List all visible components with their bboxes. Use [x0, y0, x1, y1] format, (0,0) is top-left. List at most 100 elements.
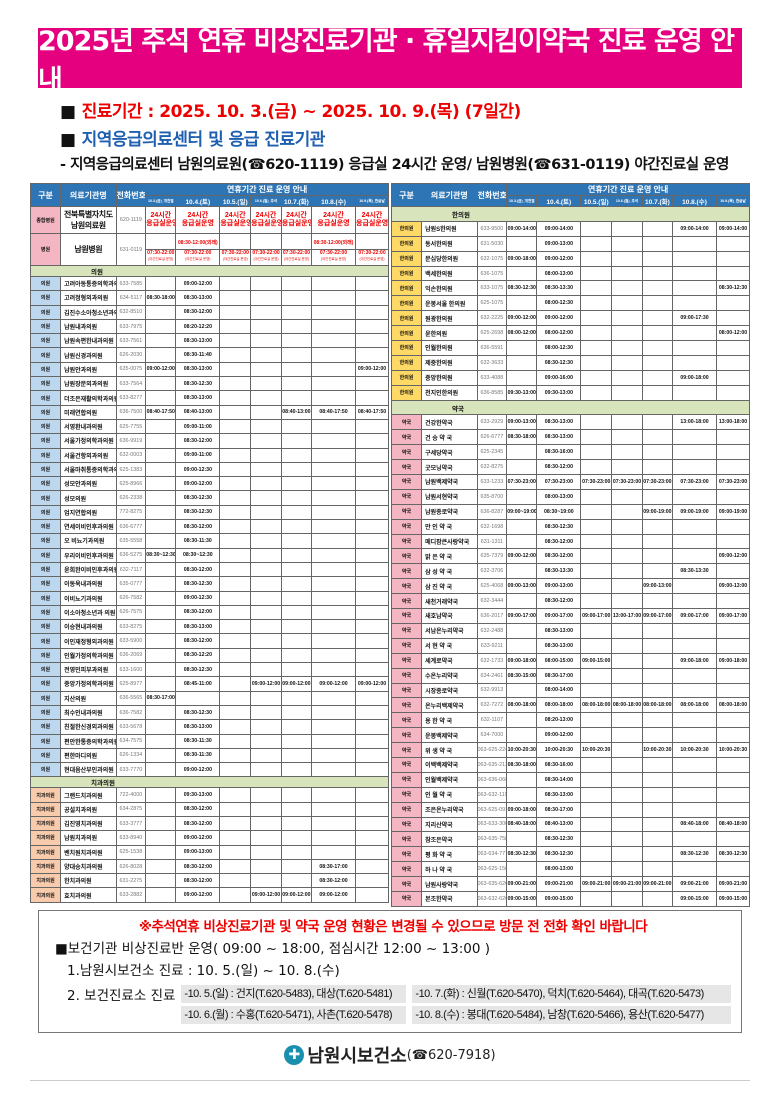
hours-cell: [219, 604, 252, 621]
hours-cell: [310, 333, 357, 349]
hours-cell: [641, 756, 673, 773]
hours-cell: 08:30-14:00: [536, 771, 582, 788]
institution-name: 남원사랑약국: [421, 876, 478, 892]
hours-cell: [580, 801, 613, 818]
er-cell: 24시간 응급실운영: [145, 206, 177, 234]
hours-cell: [716, 861, 750, 878]
hours-cell: [641, 652, 673, 669]
hours-cell: [671, 831, 718, 848]
hours-cell: 09:00-17:00: [506, 608, 538, 624]
hours-cell: [280, 433, 312, 449]
hours-cell: [506, 593, 538, 610]
hours-cell: [145, 504, 177, 521]
hours-cell: [219, 476, 252, 492]
hours-cell: 08:30-13:30: [536, 563, 582, 580]
hours-cell: [280, 304, 312, 320]
hours-cell: [716, 622, 750, 639]
hours-cell: [145, 844, 177, 860]
table-row: 치과의원 김진영치과의원 633-3777 08:30-12:00: [29, 815, 389, 832]
phone-number: 063-635-2121: [476, 756, 508, 773]
section-row: 한의원: [391, 206, 750, 222]
hours-cell: [250, 830, 282, 846]
hours-cell: [310, 815, 357, 832]
hours-cell: [280, 762, 312, 778]
phone-number: 635-8700: [476, 488, 508, 505]
header-days-row: 10.3.(금)_개천절 10.4.(토) 10.5.(일) 10.6.(월)_추석 1…: [31, 195, 389, 207]
hours-cell: [355, 787, 389, 803]
hours-cell: [641, 593, 673, 610]
phone-number: 625-1075: [476, 295, 508, 312]
institution-name: 건강한약국: [421, 414, 478, 431]
hours-cell: [641, 280, 673, 297]
hours-cell: [280, 647, 312, 664]
hours-cell: 08:00-13:00: [536, 861, 582, 878]
hours-cell: [580, 727, 613, 744]
hours-cell: [219, 858, 252, 875]
phone-number: 632-1698: [476, 518, 508, 535]
phone-number: 772-8275: [115, 504, 147, 521]
phone-number: 636-8585: [476, 384, 508, 401]
category-badge: 한의원: [390, 310, 423, 327]
hours-cell: 09:00-19:00: [716, 503, 750, 520]
institution-name: 굿모닝약국: [421, 459, 478, 476]
institution-name: 인 월 약 국: [421, 786, 478, 803]
table-row: 한의원 동서한의원 631-5030 09:00-13:00: [390, 235, 750, 252]
phone-number: 636-7500: [115, 404, 147, 420]
table-row: 의원 엄지연합의원 772-8275 08:30-12:30: [29, 504, 389, 521]
hours-cell: 08:30-13:00: [175, 719, 221, 735]
phone-number: 632-8275: [476, 459, 508, 476]
table-row: 의원 이소아청소년과 의원 626-7575 08:30-12:00: [29, 604, 389, 621]
hours-cell: [310, 662, 357, 678]
hours-cell: 09:00-21:00: [671, 876, 718, 892]
institution-name: 더조은재활의학과의원: [60, 390, 117, 406]
institution-name: 편안한통증의학과의원: [60, 733, 117, 749]
hours-cell: [280, 547, 312, 563]
category-badge: 약국: [390, 831, 423, 848]
phone-number: 632-9913: [476, 682, 508, 699]
institution-name: 동서한의원: [421, 235, 478, 252]
hours-cell: [310, 576, 357, 592]
phone-number: 632-0003: [115, 447, 147, 463]
institution-name: 윤희완이비인후과의원: [60, 561, 117, 578]
hours-cell: 08:30-17:00: [536, 801, 582, 818]
hours-cell: 08:30-12:00: [175, 604, 221, 621]
hours-cell: 09:00-17:00: [671, 608, 718, 624]
category-badge: 의원: [29, 304, 62, 320]
hours-cell: 09:00-19:00: [641, 503, 673, 520]
table-row: 의원 이승현내과의원 633-8275 08:30-13:00: [29, 619, 389, 635]
hours-cell: [580, 622, 613, 639]
phone-number: 632-3706: [476, 563, 508, 580]
hours-cell: [280, 361, 312, 378]
institution-name: 성모의원: [60, 490, 117, 506]
hours-cell: 07:30-23:00: [580, 474, 613, 490]
category-badge: 의원: [29, 604, 62, 621]
hours-cell: 08:00-12:30: [536, 340, 582, 356]
phone-number: 633-1600: [115, 662, 147, 678]
table-row: 약국지리산약국063-633-300708:40-18:0008:40-13:0…: [390, 816, 750, 833]
hours-cell: 09:30-13:00: [175, 787, 221, 803]
hours-cell: [611, 325, 643, 342]
er-cell: 24시간 응급실운영: [310, 206, 357, 234]
category-badge: 의원: [29, 747, 62, 764]
hours-cell: [219, 762, 252, 778]
hours-cell: [716, 786, 750, 803]
category-badge: 약국: [390, 622, 423, 639]
er-line: 24시간: [286, 212, 307, 219]
hours-cell: [310, 561, 357, 578]
hours-cell: 08:00-18:00: [536, 697, 582, 714]
table-row: 의원김진수소아청소년과의원632-8510 08:30-12:00: [29, 304, 389, 320]
institution-name: 전북특별자치도 남원의료원: [60, 206, 117, 234]
hours-cell: [580, 250, 613, 267]
table-row: 치과의원 벤치원치과의원 625-1538 09:00-13:00: [29, 844, 389, 860]
institution-name: 백세한의원: [421, 265, 478, 282]
hours-cell: [611, 414, 643, 431]
hours-cell: 08:20-12:20: [175, 318, 221, 335]
table-row: 의원 고려정형외과의원 634-5117 08:30-18:00 08:30-13:00: [29, 290, 389, 306]
section-row: 의원: [30, 265, 389, 277]
phone-number: 633-9211: [476, 637, 508, 654]
hours-cell: [716, 667, 750, 684]
header-day: 10.8.(수): [671, 195, 718, 207]
hours-cell: [280, 318, 312, 335]
hours-cell: [310, 704, 357, 721]
